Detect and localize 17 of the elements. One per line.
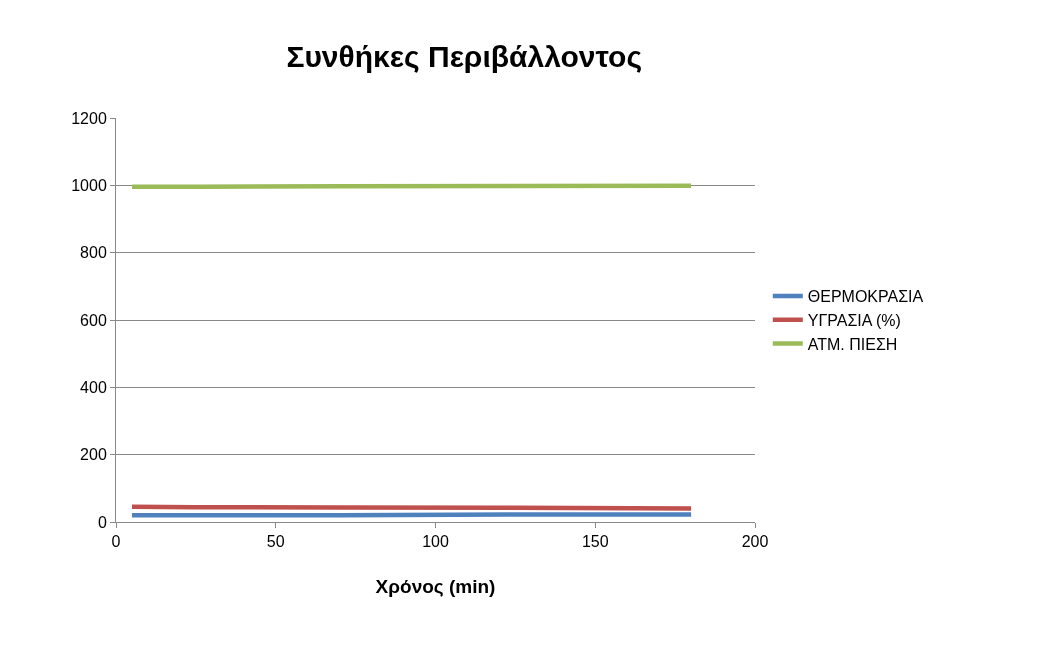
y-tick-label: 200 (80, 446, 107, 464)
legend-label: ΥΓΡΑΣΙΑ (%) (807, 311, 901, 329)
y-tick-label: 400 (80, 378, 107, 396)
x-tick-label: 50 (266, 533, 285, 551)
y-tick-label: 600 (80, 311, 107, 329)
legend-label: ΑΤΜ. ΠΙΕΣΗ (807, 335, 898, 353)
x-tick-label: 100 (422, 533, 449, 551)
y-tick-label: 800 (80, 244, 107, 262)
x-tick-label: 200 (741, 533, 769, 551)
x-tick-label: 0 (111, 533, 121, 551)
x-axis-title: Χρόνος (min) (375, 576, 496, 597)
legend-label: ΘΕΡΜΟΚΡΑΣΙΑ (807, 288, 924, 306)
y-tick-label: 1000 (71, 176, 107, 194)
chart-title: Συνθήκες Περιβάλλοντος (286, 40, 643, 74)
y-tick-label: 1200 (71, 109, 107, 127)
y-tick-label: 0 (97, 513, 107, 531)
x-tick-label: 150 (581, 533, 609, 551)
